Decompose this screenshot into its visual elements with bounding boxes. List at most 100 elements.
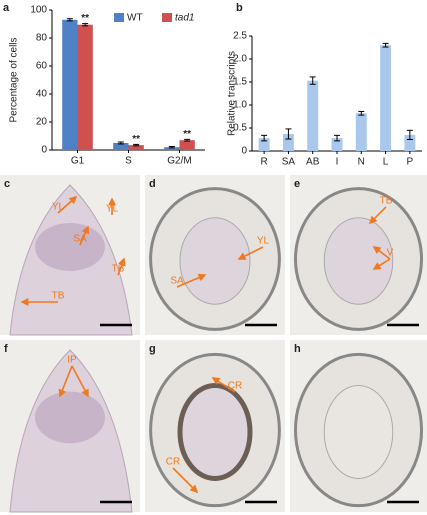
annotation-arrow <box>57 195 78 214</box>
y-tick-label: 20 <box>36 117 48 128</box>
annotation-arrow <box>372 246 391 260</box>
bar <box>282 133 294 151</box>
annotation-arrow <box>58 365 73 398</box>
annotation-arrow <box>176 273 207 288</box>
bar <box>258 138 270 151</box>
x-tick-label: L <box>383 157 389 168</box>
annotation: SA <box>73 234 87 245</box>
y-tick-label: 2.0 <box>233 54 247 65</box>
error-bar <box>66 18 73 22</box>
micrograph: f IP <box>0 340 140 513</box>
y-tick-label: 0 <box>41 145 47 156</box>
annotation: CR <box>228 381 242 392</box>
micrograph: cYLYLSATBTB <box>0 175 140 336</box>
bar <box>62 19 78 150</box>
error-bar <box>309 76 316 85</box>
error-bar <box>184 138 191 142</box>
x-tick-label: R <box>261 157 268 168</box>
y-tick-label: 0 <box>241 146 247 157</box>
x-tick-label: AB <box>306 157 320 168</box>
section-core <box>323 385 394 479</box>
error-bar <box>358 110 365 116</box>
error-bar <box>382 42 389 48</box>
annotation: SA <box>170 276 184 287</box>
annotation-arrow <box>117 257 126 276</box>
annotation: TB <box>52 291 65 302</box>
y-axis-label: Relative transcripts <box>227 51 238 136</box>
annotation-arrow <box>237 246 264 260</box>
error-bar <box>285 128 292 140</box>
micrograph: g CR CR <box>145 340 285 512</box>
y-tick-label: 1.0 <box>233 100 247 111</box>
y-tick-label: 40 <box>36 89 48 100</box>
panel-letter: d <box>149 178 156 190</box>
x-tick-label: G1 <box>71 156 85 167</box>
micrograph: h <box>290 340 427 512</box>
y-axis-label: Percentage of cells <box>9 37 20 122</box>
y-tick-label: 0.5 <box>233 123 247 134</box>
error-bar <box>334 134 340 142</box>
bar <box>128 145 144 150</box>
legend-label: WT <box>127 13 143 24</box>
y-tick-label: 100 <box>30 5 47 16</box>
micrograph: d YL SA <box>145 175 285 335</box>
x-tick-label: P <box>407 157 414 168</box>
y-tick-label: 1.5 <box>233 77 247 88</box>
legend-swatch <box>162 13 172 22</box>
error-bar <box>406 129 413 140</box>
panel-letter: a <box>3 2 10 14</box>
x-tick-label: N <box>358 157 365 168</box>
panel-letter: g <box>149 343 156 355</box>
bar <box>331 138 343 151</box>
micrograph: e TB V <box>290 175 427 335</box>
panel-letter: c <box>4 178 10 190</box>
x-tick-label: I <box>336 157 339 168</box>
annotation-arrow <box>172 467 199 494</box>
error-bar <box>82 23 89 27</box>
annotation-arrow <box>368 206 387 225</box>
bar <box>380 45 392 152</box>
annotation: TB <box>112 264 125 275</box>
y-tick-label: 60 <box>36 61 48 72</box>
bar <box>307 80 319 151</box>
stained-region <box>35 391 105 444</box>
annotation: TB <box>380 196 393 207</box>
annotation: IP <box>67 355 77 366</box>
annotation: CR <box>166 457 180 468</box>
bar <box>355 113 367 151</box>
bar <box>77 24 93 151</box>
error-bar <box>133 143 140 147</box>
panel-letter: e <box>294 178 300 190</box>
section-core <box>179 217 251 305</box>
section-core <box>323 217 394 305</box>
error-bar <box>261 134 268 142</box>
bar <box>404 134 416 151</box>
annotation: YL <box>257 236 270 247</box>
panel-letter: b <box>236 2 243 14</box>
legend-swatch <box>114 13 124 22</box>
x-tick-label: S <box>125 156 132 167</box>
bar <box>179 140 195 150</box>
stained-region <box>35 223 105 271</box>
annotation: YL <box>52 202 65 213</box>
legend-label: tad1 <box>175 13 194 24</box>
bar <box>113 143 129 150</box>
error-bar <box>117 141 124 145</box>
x-tick-label: G2/M <box>167 156 191 167</box>
significance: ** <box>81 13 89 24</box>
annotation: V <box>387 248 394 259</box>
significance: ** <box>183 129 191 140</box>
panel-letter: h <box>294 343 301 355</box>
y-tick-label: 80 <box>36 33 48 44</box>
annotation-arrow <box>71 365 89 398</box>
annotation-arrow <box>79 225 90 246</box>
bar <box>164 147 180 150</box>
annotation-arrow <box>372 258 391 270</box>
y-tick-label: 2.5 <box>233 31 247 42</box>
annotation-arrow <box>211 377 236 393</box>
significance: ** <box>132 134 140 145</box>
panel-letter: f <box>4 343 8 355</box>
section-core <box>177 383 253 481</box>
x-tick-label: SA <box>282 157 296 168</box>
